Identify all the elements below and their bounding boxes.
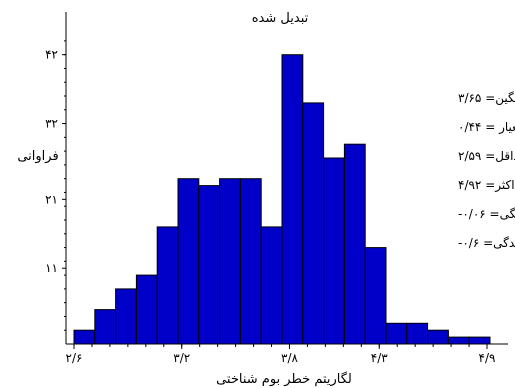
y-tick-label: ۲۱ — [45, 192, 58, 206]
stat-line: کشیدگی= ۰/۶- — [458, 236, 515, 250]
x-tick-label: ۲/۶ — [66, 351, 83, 365]
stats-box: میانگین= ۳/۶۵ انحراف معیار = ۰/۴۴ حداقل= ۲… — [458, 91, 515, 250]
y-tick-label: ۴۲ — [45, 48, 58, 62]
y-tick-label: ۳۲ — [45, 117, 58, 131]
histogram-bar — [323, 157, 345, 345]
x-axis-title: لگاریتم خطر بوم شناختی — [216, 371, 352, 387]
y-tick-label: ۱۱ — [45, 261, 58, 275]
histogram-bar — [447, 336, 470, 345]
histogram-bar — [94, 309, 117, 345]
stat-line: چولگی= ۰/۰۶- — [458, 207, 515, 222]
histogram-bar — [177, 178, 200, 345]
stat-line: انحراف معیار = ۰/۴۴ — [458, 120, 515, 135]
histogram-bar — [135, 274, 158, 345]
histogram-bar — [343, 143, 366, 345]
histogram-bar — [198, 185, 221, 345]
stat-line: میانگین= ۳/۶۵ — [458, 91, 515, 106]
histogram-bar — [281, 54, 304, 345]
stat-line: حداقل= ۲/۵۹ — [458, 149, 515, 163]
x-tick-label: ۳/۸ — [281, 351, 298, 365]
histogram-bar — [219, 178, 241, 345]
histogram-bar — [156, 226, 179, 345]
x-tick-label: ۳/۲ — [173, 351, 190, 365]
histogram-bar — [385, 322, 408, 345]
y-axis-title: فراوانی — [17, 149, 58, 164]
histogram-bar — [260, 226, 283, 345]
histogram-bar — [468, 336, 491, 345]
chart-title: تبدیل شده — [252, 11, 309, 26]
histogram-bar — [406, 322, 429, 345]
x-tick-label: ۴/۳ — [371, 351, 388, 365]
histogram-bar — [239, 178, 262, 345]
histogram-bar — [115, 288, 137, 345]
bars-group — [73, 54, 491, 345]
x-tick-label: ۴/۹ — [479, 351, 496, 365]
axes-group: ۱۱ ۲۱ ۳۲ ۴۲ ۲/۶ ۳/۲ ۳/۸ ۴/۳ ۴/۹ — [45, 12, 508, 365]
histogram-bar — [427, 329, 449, 345]
histogram-bar — [302, 102, 325, 345]
histogram-bar — [364, 247, 387, 345]
stat-line: حداکثر= ۴/۹۲ — [458, 178, 515, 193]
histogram-bar — [73, 329, 96, 345]
